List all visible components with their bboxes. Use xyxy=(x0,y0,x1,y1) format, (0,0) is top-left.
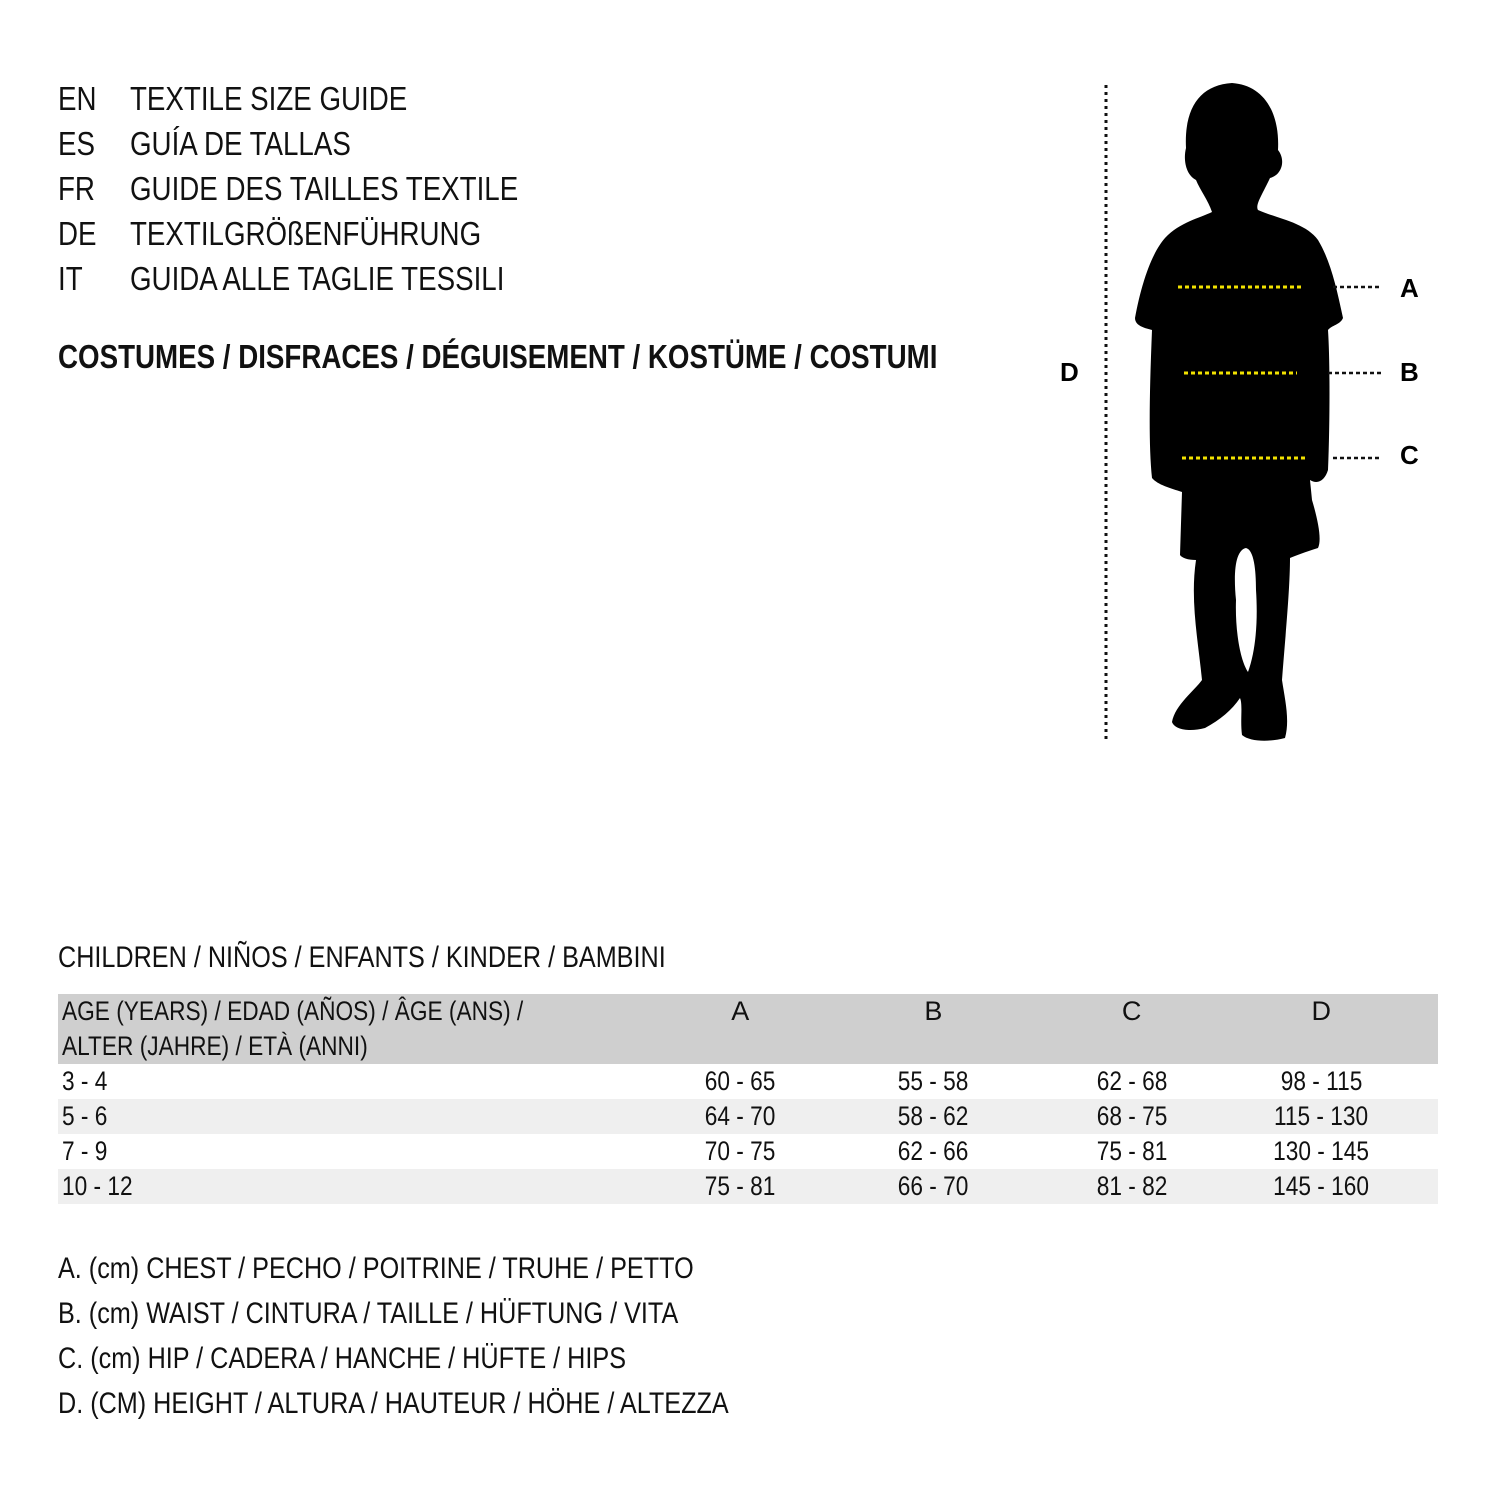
label-c: C xyxy=(1400,440,1419,470)
value-cell: 58 - 62 xyxy=(898,1101,969,1131)
value-cell: 60 - 65 xyxy=(704,1066,776,1096)
table-header-row: AGE (YEARS) / EDAD (AÑOS) / ÂGE (ANS) / … xyxy=(58,994,1438,1064)
value-cell: 66 - 70 xyxy=(898,1171,969,1201)
label-b: B xyxy=(1400,357,1419,387)
age-cell: 10 - 12 xyxy=(62,1171,133,1201)
table-row: 10 - 12 75 - 81 66 - 70 81 - 82 145 - 160 xyxy=(58,1169,1438,1204)
legend-item-a: A. (cm) CHEST / PECHO / POITRINE / TRUHE… xyxy=(58,1252,694,1285)
value-cell: 68 - 75 xyxy=(1096,1101,1167,1131)
value-cell: 62 - 66 xyxy=(898,1136,969,1166)
value-cell: 130 - 145 xyxy=(1273,1136,1370,1166)
title-fr: FR GUIDE DES TAILLES TEXTILE xyxy=(58,170,519,207)
measurement-legend: A. (cm) CHEST / PECHO / POITRINE / TRUHE… xyxy=(58,1248,856,1428)
legend-item-c: C. (cm) HIP / CADERA / HANCHE / HÜFTE / … xyxy=(58,1342,626,1375)
table-row: 3 - 4 60 - 65 55 - 58 62 - 68 98 - 115 xyxy=(58,1064,1438,1099)
title-de: DE TEXTILGRÖßENFÜHRUNG xyxy=(58,215,482,252)
value-cell: 64 - 70 xyxy=(704,1101,776,1131)
column-header-a: A xyxy=(731,996,750,1026)
label-d: D xyxy=(1060,357,1079,387)
table-row: 5 - 6 64 - 70 58 - 62 68 - 75 115 - 130 xyxy=(58,1099,1438,1134)
child-silhouette xyxy=(1135,83,1343,741)
age-column-header: AGE (YEARS) / EDAD (AÑOS) / ÂGE (ANS) / … xyxy=(62,996,524,1061)
column-header-c: C xyxy=(1121,996,1142,1026)
value-cell: 62 - 68 xyxy=(1096,1066,1167,1096)
value-cell: 98 - 115 xyxy=(1280,1066,1362,1096)
size-table: AGE (YEARS) / EDAD (AÑOS) / ÂGE (ANS) / … xyxy=(58,994,1438,1204)
section-title: CHILDREN / NIÑOS / ENFANTS / KINDER / BA… xyxy=(58,941,666,974)
legend-item-d: D. (CM) HEIGHT / ALTURA / HAUTEUR / HÖHE… xyxy=(58,1387,729,1420)
title-es: ES GUÍA DE TALLAS xyxy=(58,125,351,162)
age-cell: 7 - 9 xyxy=(62,1136,108,1166)
child-silhouette-figure: D A B C xyxy=(1060,83,1419,742)
value-cell: 81 - 82 xyxy=(1096,1171,1167,1201)
title-it: IT GUIDA ALLE TAGLIE TESSILI xyxy=(58,260,505,297)
value-cell: 75 - 81 xyxy=(1096,1136,1167,1166)
column-header-d: D xyxy=(1311,996,1331,1026)
category-heading: COSTUMES / DISFRACES / DÉGUISEMENT / KOS… xyxy=(58,338,938,375)
size-guide-titles: EN TEXTILE SIZE GUIDE ES GUÍA DE TALLAS FR… xyxy=(58,78,758,303)
value-cell: 145 - 160 xyxy=(1273,1171,1370,1201)
age-cell: 3 - 4 xyxy=(62,1066,108,1096)
title-en: EN TEXTILE SIZE GUIDE xyxy=(58,80,408,117)
label-a: A xyxy=(1400,273,1419,303)
value-cell: 55 - 58 xyxy=(898,1066,969,1096)
legend-item-b: B. (cm) WAIST / CINTURA / TAILLE / HÜFTU… xyxy=(58,1297,679,1330)
table-row: 7 - 9 70 - 75 62 - 66 75 - 81 130 - 145 xyxy=(58,1134,1438,1169)
value-cell: 75 - 81 xyxy=(704,1171,776,1201)
value-cell: 70 - 75 xyxy=(704,1136,776,1166)
age-cell: 5 - 6 xyxy=(62,1101,108,1131)
value-cell: 115 - 130 xyxy=(1274,1101,1369,1131)
column-header-b: B xyxy=(924,996,943,1026)
